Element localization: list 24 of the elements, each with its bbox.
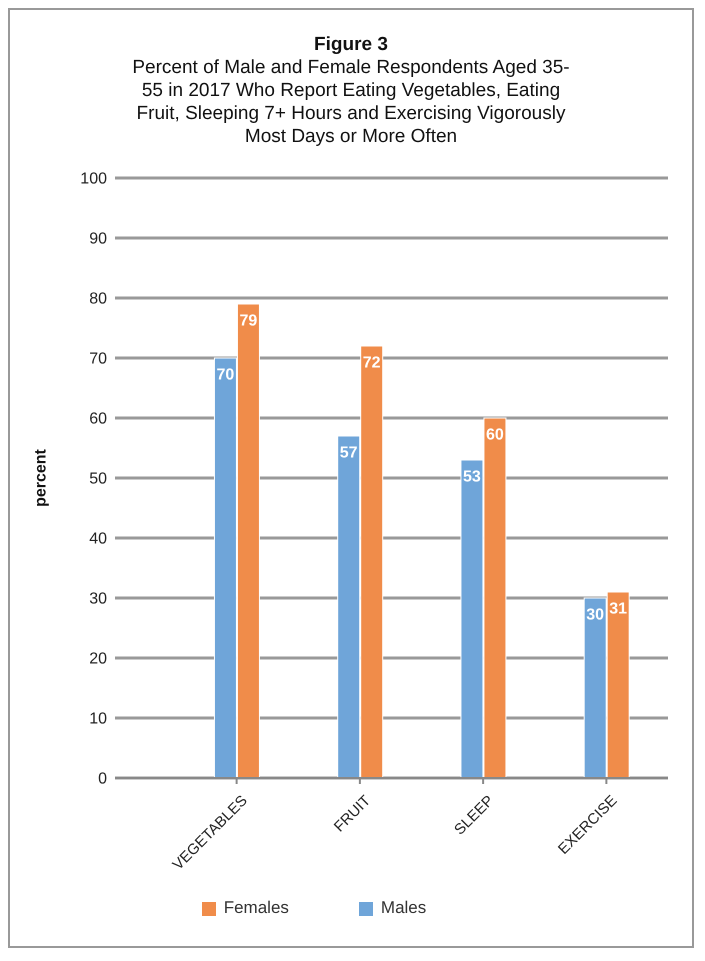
data-label: 70 [216,366,234,384]
y-tick-label: 60 [89,410,108,428]
y-axis-title: percent [32,448,50,507]
y-tick-label: 50 [89,470,108,488]
y-tick-label: 10 [89,710,108,728]
data-label: 72 [362,354,381,372]
y-tick-label: 80 [89,290,108,308]
data-label: 30 [586,606,604,624]
y-tick-label: 100 [80,170,108,188]
data-label: 60 [486,426,504,444]
chart-subtitle: Percent of Male and Female Respondents Aged 35-55 in 2017 Who Report Eating Vegetables, Eating Fruit, Sleeping 7+ Hours and Exercising Vigorously Most Days or More Often [131,56,571,148]
data-label: 79 [240,312,258,330]
y-tick-label: 40 [89,530,108,548]
y-tick-label: 70 [89,350,108,368]
y-tick-label: 0 [98,770,108,788]
legend-label: Females [224,898,289,917]
y-tick-label: 90 [89,230,108,248]
legend-label: Males [380,898,426,917]
chart-title: Figure 3 [313,34,389,56]
data-label: 31 [609,600,628,618]
y-tick-label: 30 [89,590,108,608]
data-label: 53 [463,468,481,486]
data-label: 57 [340,444,358,462]
y-tick-label: 20 [89,650,108,668]
